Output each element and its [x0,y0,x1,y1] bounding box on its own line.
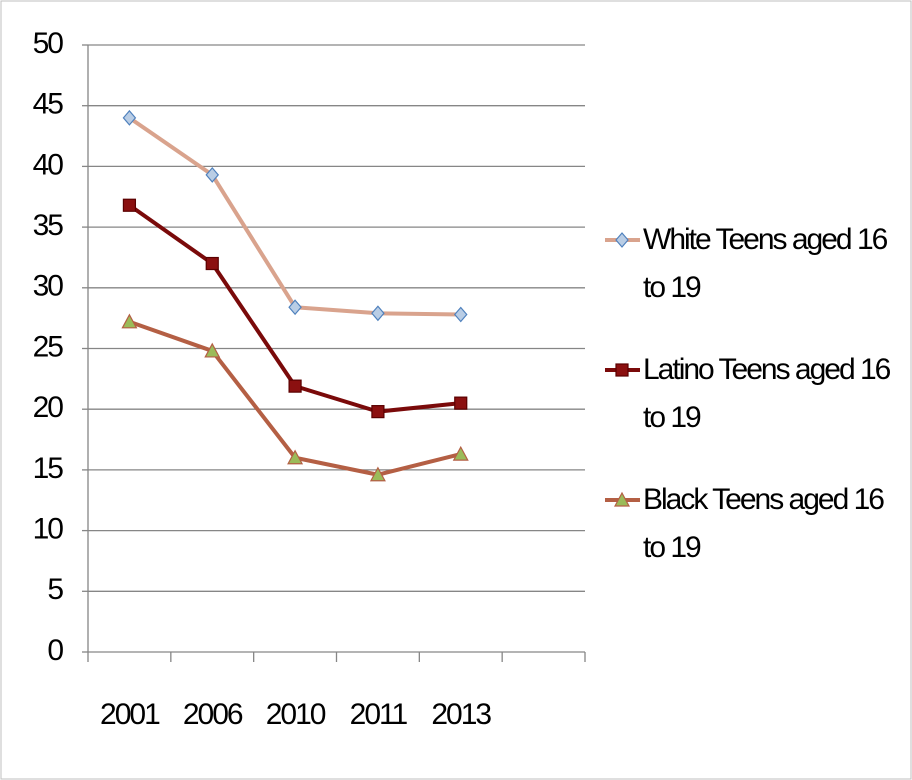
marker [371,405,385,419]
y-tick-label: 45 [33,88,64,121]
marker [613,491,631,507]
marker [288,299,302,316]
x-tick-label: 2006 [183,698,243,731]
marker [205,166,220,183]
y-tick-label: 35 [33,209,64,242]
marker [121,313,138,329]
marker [122,198,137,212]
marker [453,306,468,323]
legend-label: Latino Teens aged 16 to 19 [643,353,891,434]
y-tick-label: 5 [47,573,63,606]
marker [369,466,386,482]
y-tick-label: 30 [33,270,64,303]
x-tick-label: 2010 [266,698,326,731]
marker [615,363,629,377]
marker [205,256,219,271]
marker [204,342,221,358]
marker [287,449,304,465]
marker [288,379,302,393]
marker [122,109,137,126]
x-tick-label: 2011 [350,698,408,731]
y-tick-label: 20 [33,391,64,424]
legend-label: White Teens aged 16 to 19 [643,223,888,304]
y-tick-label: 25 [33,330,64,363]
y-tick-label: 15 [33,452,64,485]
marker [454,396,468,410]
y-tick-label: 0 [47,634,63,667]
legend-label: Black Teens aged 16 to 19 [643,483,885,564]
y-tick-label: 50 [33,27,64,60]
y-tick-label: 40 [33,148,64,181]
marker [371,305,385,322]
marker [615,232,629,248]
x-tick-label: 2001 [100,698,160,731]
x-tick-label: 2013 [431,698,491,731]
y-tick-label: 10 [33,513,64,546]
marker [452,445,469,461]
